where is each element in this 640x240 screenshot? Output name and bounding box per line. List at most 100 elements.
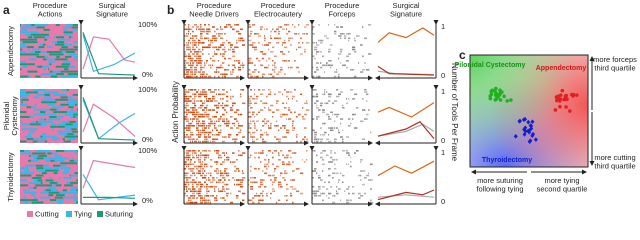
tool-mark — [192, 53, 195, 55]
tool-mark — [188, 150, 192, 152]
tool-mark — [216, 66, 219, 69]
tool-mark — [226, 122, 230, 125]
tool-mark — [362, 170, 366, 172]
tool-mark — [316, 75, 320, 78]
tool-mark — [184, 177, 187, 179]
tool-mark — [206, 186, 208, 188]
tool-mark — [184, 161, 187, 163]
tool-mark — [334, 163, 336, 166]
tool-mark — [260, 186, 262, 188]
action-segment — [49, 181, 58, 184]
tool-mark — [264, 165, 267, 168]
tool-mark — [222, 62, 225, 64]
tool-mark — [314, 131, 317, 134]
tool-mark — [214, 75, 216, 78]
action-segment — [67, 138, 76, 141]
tool-mark — [200, 42, 204, 44]
tool-mark — [292, 161, 294, 163]
tool-mark — [204, 138, 207, 141]
tool-mark — [364, 177, 367, 179]
axis-title: Number of Tools Per Frame — [450, 63, 459, 162]
panel-label: b — [167, 3, 174, 17]
tool-mark — [192, 183, 194, 186]
axis-bottom: 0 — [441, 197, 445, 206]
action-segment — [43, 157, 48, 160]
tool-mark — [186, 109, 189, 111]
tool-mark — [238, 122, 240, 125]
tool-mark — [206, 201, 208, 204]
tool-mark — [296, 134, 298, 136]
tool-mark — [190, 201, 194, 204]
tool-mark — [262, 134, 264, 136]
tool-mark — [228, 24, 231, 26]
action-segment — [55, 24, 60, 26]
tool-mark — [230, 127, 234, 129]
tool-mark — [360, 161, 362, 163]
tool-mark — [196, 186, 198, 188]
tool-mark — [312, 26, 315, 28]
tool-mark — [218, 75, 220, 78]
tool-mark — [198, 113, 200, 116]
tool-mark — [334, 168, 337, 170]
action-segment — [44, 36, 51, 39]
tool-mark — [282, 161, 285, 163]
tool-mark — [212, 46, 215, 49]
tool-mark — [198, 125, 200, 127]
tool-mark — [186, 172, 189, 175]
tool-mark — [268, 161, 270, 163]
tool-mark — [202, 73, 205, 76]
tool-mark — [198, 122, 200, 125]
action-segment — [34, 24, 42, 26]
cluster-point — [558, 93, 563, 97]
tool-mark — [256, 120, 260, 123]
tool-mark — [352, 192, 355, 195]
tool-mark — [212, 129, 214, 132]
tool-mark — [276, 42, 279, 44]
action-segment — [24, 164, 32, 167]
tool-mark — [192, 30, 194, 33]
tool-mark — [202, 109, 205, 111]
tool-mark — [266, 163, 269, 166]
tool-mark — [216, 152, 219, 154]
tool-mark — [284, 195, 288, 197]
action-segment — [62, 172, 69, 175]
action-segment — [46, 150, 51, 152]
tool-mark — [316, 62, 319, 64]
tool-mark — [208, 44, 212, 46]
tool-mark — [314, 140, 316, 143]
tool-mark — [206, 154, 209, 157]
tool-mark — [320, 51, 322, 53]
action-segment — [20, 26, 22, 29]
cluster-point — [502, 94, 506, 99]
action-segment — [74, 58, 78, 61]
tool-mark — [202, 53, 204, 55]
tool-mark — [228, 188, 230, 190]
tool-mark — [256, 95, 259, 98]
tool-mark — [188, 30, 190, 33]
tool-mark — [226, 159, 229, 161]
tool-mark — [346, 150, 348, 152]
tool-mark — [286, 183, 288, 186]
tool-mark — [190, 118, 192, 120]
tool-mark — [264, 102, 267, 105]
tool-mark — [328, 181, 331, 184]
tool-mark — [286, 118, 288, 120]
tool-mark — [336, 26, 339, 28]
tool-mark — [198, 140, 200, 143]
tool-mark — [220, 190, 224, 193]
tool-mark — [254, 195, 257, 197]
tool-mark — [232, 152, 235, 154]
tool-mark — [232, 122, 236, 125]
tool-mark — [190, 28, 193, 31]
tool-mark — [190, 37, 192, 40]
tool-mark — [212, 60, 216, 62]
action-segment — [34, 159, 39, 162]
tool-mark — [204, 111, 207, 114]
tool-mark — [326, 195, 328, 197]
tool-mark — [332, 129, 334, 132]
tool-mark — [358, 197, 361, 199]
tool-mark — [228, 42, 230, 44]
tool-mark — [188, 75, 192, 78]
tool-mark — [250, 120, 252, 123]
signature-line — [377, 27, 435, 43]
